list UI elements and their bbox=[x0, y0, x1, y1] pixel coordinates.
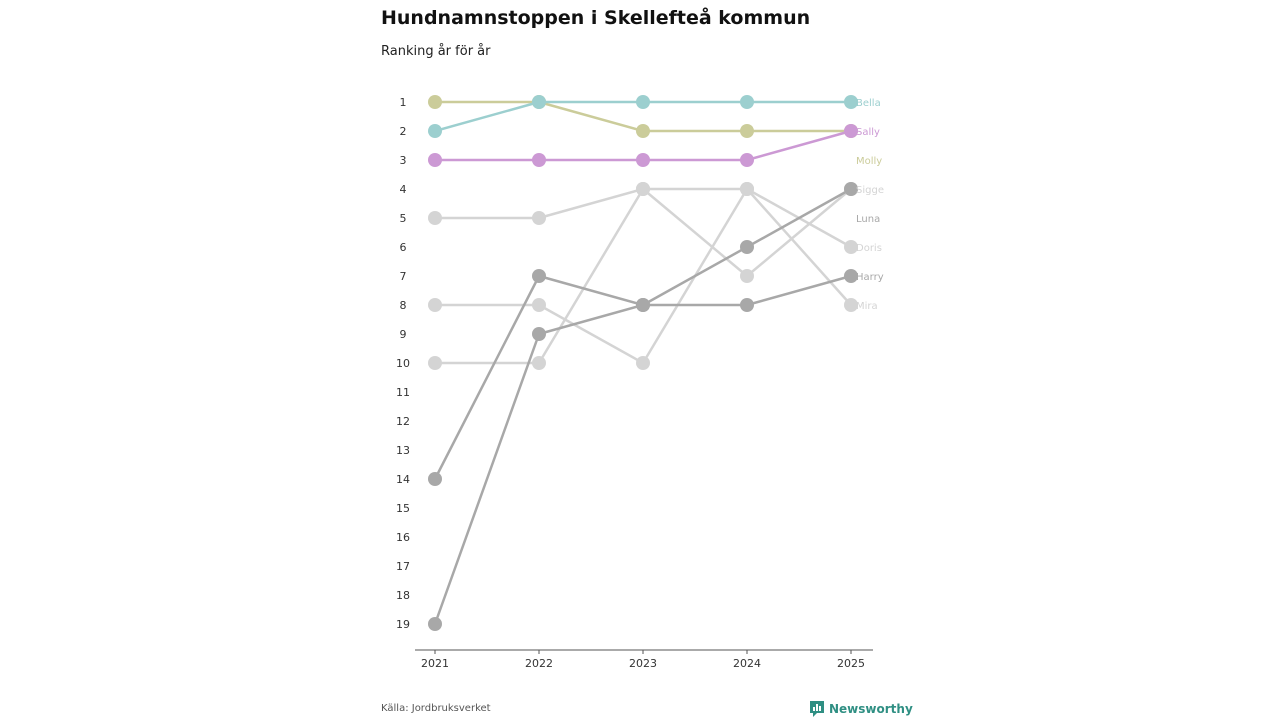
point-doris-2021[interactable] bbox=[428, 298, 442, 312]
y-tick-label: 15 bbox=[396, 502, 410, 515]
x-tick-label: 2024 bbox=[733, 657, 761, 670]
point-bella-2022[interactable] bbox=[532, 95, 546, 109]
end-label-harry: Harry bbox=[856, 272, 884, 283]
point-harry-2024[interactable] bbox=[740, 298, 754, 312]
point-sally-2025[interactable] bbox=[844, 124, 858, 138]
x-tick-label: 2021 bbox=[421, 657, 449, 670]
point-sigge-2023[interactable] bbox=[636, 182, 650, 196]
y-tick-label: 7 bbox=[400, 270, 407, 283]
point-mira-2025[interactable] bbox=[844, 298, 858, 312]
point-sally-2021[interactable] bbox=[428, 153, 442, 167]
end-label-luna: Luna bbox=[856, 214, 880, 225]
point-luna-2024[interactable] bbox=[740, 240, 754, 254]
newsworthy-icon bbox=[810, 701, 824, 717]
y-tick-label: 19 bbox=[396, 618, 410, 631]
point-luna-2021[interactable] bbox=[428, 617, 442, 631]
point-bella-2021[interactable] bbox=[428, 124, 442, 138]
x-tick-label: 2022 bbox=[525, 657, 553, 670]
y-tick-label: 17 bbox=[396, 560, 410, 573]
y-tick-label: 12 bbox=[396, 415, 410, 428]
series-line-mira bbox=[435, 187, 852, 365]
y-tick-label: 10 bbox=[396, 357, 410, 370]
y-tick-label: 1 bbox=[400, 96, 407, 109]
y-tick-label: 5 bbox=[400, 212, 407, 225]
end-label-mira: Mira bbox=[856, 301, 878, 312]
point-doris-2025[interactable] bbox=[844, 240, 858, 254]
series-points bbox=[428, 95, 858, 631]
point-doris-2024[interactable] bbox=[740, 182, 754, 196]
point-bella-2024[interactable] bbox=[740, 95, 754, 109]
series-line-luna bbox=[433, 187, 852, 625]
point-sally-2023[interactable] bbox=[636, 153, 650, 167]
y-tick-label: 11 bbox=[396, 386, 410, 399]
point-harry-2022[interactable] bbox=[532, 269, 546, 283]
y-tick-label: 8 bbox=[400, 299, 407, 312]
end-label-sigge: Sigge bbox=[856, 185, 884, 196]
point-sally-2024[interactable] bbox=[740, 153, 754, 167]
brand-logo[interactable]: Newsworthy bbox=[809, 700, 913, 718]
point-luna-2022[interactable] bbox=[532, 327, 546, 341]
end-label-doris: Doris bbox=[856, 243, 882, 254]
point-mira-2022[interactable] bbox=[532, 356, 546, 370]
point-doris-2023[interactable] bbox=[636, 356, 650, 370]
point-sigge-2024[interactable] bbox=[740, 269, 754, 283]
point-molly-2021[interactable] bbox=[428, 95, 442, 109]
end-label-sally: Sally bbox=[856, 127, 880, 138]
series-line-sigge bbox=[435, 187, 852, 278]
point-bella-2023[interactable] bbox=[636, 95, 650, 109]
x-tick-label: 2023 bbox=[629, 657, 657, 670]
y-tick-label: 16 bbox=[396, 531, 410, 544]
chart-title: Hundnamnstoppen i Skellefteå kommun bbox=[381, 7, 811, 29]
chart-subtitle: Ranking år för år bbox=[381, 44, 491, 59]
point-mira-2021[interactable] bbox=[428, 356, 442, 370]
x-tick-label: 2025 bbox=[837, 657, 865, 670]
point-sally-2022[interactable] bbox=[532, 153, 546, 167]
point-harry-2021[interactable] bbox=[428, 472, 442, 486]
point-molly-2024[interactable] bbox=[740, 124, 754, 138]
x-axis: 2021 2022 2023 2024 2025 bbox=[415, 649, 873, 670]
point-sigge-2021[interactable] bbox=[428, 211, 442, 225]
brand-name: Newsworthy bbox=[829, 702, 913, 716]
end-label-molly: Molly bbox=[856, 156, 882, 167]
source-note: Källa: Jordbruksverket bbox=[381, 703, 491, 714]
point-sigge-2022[interactable] bbox=[532, 211, 546, 225]
point-molly-2023[interactable] bbox=[636, 124, 650, 138]
y-tick-label: 14 bbox=[396, 473, 410, 486]
y-tick-label: 4 bbox=[400, 183, 407, 196]
y-tick-label: 2 bbox=[400, 125, 407, 138]
end-label-bella: Bella bbox=[856, 98, 881, 109]
end-labels: Bella Sally Molly Sigge Luna Doris Harry Mira bbox=[856, 98, 884, 312]
y-tick-label: 9 bbox=[400, 328, 407, 341]
y-tick-label: 18 bbox=[396, 589, 410, 602]
series-line-doris bbox=[435, 187, 852, 365]
y-tick-label: 3 bbox=[400, 154, 407, 167]
y-tick-label: 13 bbox=[396, 444, 410, 457]
point-luna-2025[interactable] bbox=[844, 182, 858, 196]
y-tick-label: 6 bbox=[400, 241, 407, 254]
point-doris-2022[interactable] bbox=[532, 298, 546, 312]
point-harry-2025[interactable] bbox=[844, 269, 858, 283]
point-bella-2025[interactable] bbox=[844, 95, 858, 109]
point-luna-2023[interactable] bbox=[636, 298, 650, 312]
